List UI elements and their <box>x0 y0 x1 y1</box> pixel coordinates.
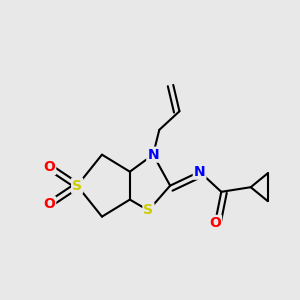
Text: S: S <box>143 203 154 218</box>
Text: S: S <box>72 178 82 193</box>
Text: N: N <box>194 165 206 179</box>
Text: O: O <box>209 216 221 230</box>
Text: N: N <box>147 148 159 162</box>
Text: O: O <box>43 197 55 211</box>
Text: O: O <box>43 160 55 174</box>
